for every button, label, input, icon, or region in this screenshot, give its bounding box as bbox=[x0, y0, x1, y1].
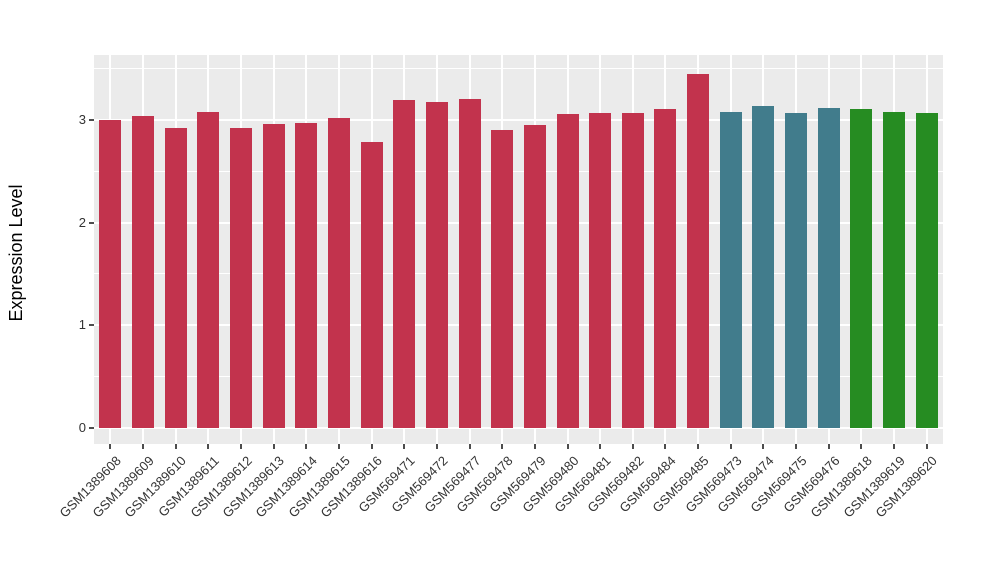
bar bbox=[817, 107, 840, 428]
x-tick-mark bbox=[370, 444, 373, 449]
minor-gridline bbox=[94, 376, 943, 378]
x-tick-mark bbox=[729, 444, 732, 449]
bar bbox=[687, 73, 710, 428]
bar bbox=[164, 128, 187, 428]
bar bbox=[132, 115, 154, 428]
x-tick-mark bbox=[860, 444, 863, 449]
x-tick-mark bbox=[925, 444, 928, 449]
y-tick-label: 3 bbox=[78, 111, 86, 127]
y-tick-mark bbox=[89, 118, 94, 121]
bar bbox=[360, 141, 383, 428]
y-tick-label: 0 bbox=[78, 420, 86, 435]
x-tick-mark bbox=[631, 444, 634, 449]
bar bbox=[915, 112, 938, 428]
bar bbox=[621, 112, 644, 428]
x-tick-mark bbox=[337, 444, 340, 449]
minor-gridline bbox=[94, 273, 943, 275]
bar bbox=[262, 124, 285, 428]
major-gridline bbox=[94, 118, 943, 121]
x-tick-mark bbox=[435, 444, 438, 449]
major-gridline bbox=[94, 221, 943, 224]
x-tick-mark bbox=[697, 444, 700, 449]
bar bbox=[785, 112, 808, 428]
bar bbox=[589, 112, 612, 428]
x-tick-mark bbox=[762, 444, 765, 449]
y-tick-mark bbox=[89, 324, 94, 327]
y-tick-mark bbox=[89, 427, 94, 429]
bar bbox=[719, 111, 742, 428]
x-tick-mark bbox=[239, 444, 242, 449]
y-tick-label: 2 bbox=[78, 214, 86, 230]
bar bbox=[752, 105, 775, 428]
x-tick-mark bbox=[403, 444, 406, 449]
x-tick-mark bbox=[501, 444, 504, 449]
bar bbox=[850, 108, 873, 428]
x-tick-mark bbox=[305, 444, 308, 449]
x-tick-mark bbox=[207, 444, 210, 449]
bar bbox=[327, 117, 350, 428]
y-axis-title: Expression Level bbox=[6, 184, 26, 322]
bar bbox=[295, 123, 318, 428]
bar bbox=[393, 100, 416, 428]
y-tick-label: 1 bbox=[78, 317, 86, 333]
x-tick-mark bbox=[272, 444, 275, 449]
bar bbox=[99, 119, 122, 428]
x-tick-mark bbox=[174, 444, 177, 449]
x-tick-mark bbox=[893, 444, 895, 449]
x-tick-mark bbox=[566, 444, 569, 449]
x-tick-mark bbox=[533, 444, 536, 449]
bar bbox=[425, 102, 448, 428]
x-tick-mark bbox=[664, 444, 667, 449]
x-tick-mark bbox=[827, 444, 830, 449]
x-tick-mark bbox=[109, 444, 112, 449]
minor-gridline bbox=[94, 170, 943, 172]
major-gridline bbox=[94, 427, 943, 429]
x-tick-mark bbox=[142, 444, 144, 449]
x-tick-mark bbox=[795, 444, 798, 449]
x-tick-mark bbox=[599, 444, 602, 449]
y-tick-mark bbox=[89, 221, 94, 224]
bar bbox=[523, 125, 546, 428]
plot-panel bbox=[94, 55, 943, 444]
bar bbox=[491, 130, 514, 428]
bar bbox=[654, 108, 677, 428]
bar bbox=[197, 111, 220, 428]
bar bbox=[883, 111, 905, 428]
major-gridline bbox=[94, 324, 943, 327]
bar bbox=[556, 113, 579, 428]
bar bbox=[229, 128, 252, 428]
bar bbox=[458, 99, 481, 428]
minor-gridline bbox=[94, 68, 943, 70]
x-tick-mark bbox=[468, 444, 471, 449]
